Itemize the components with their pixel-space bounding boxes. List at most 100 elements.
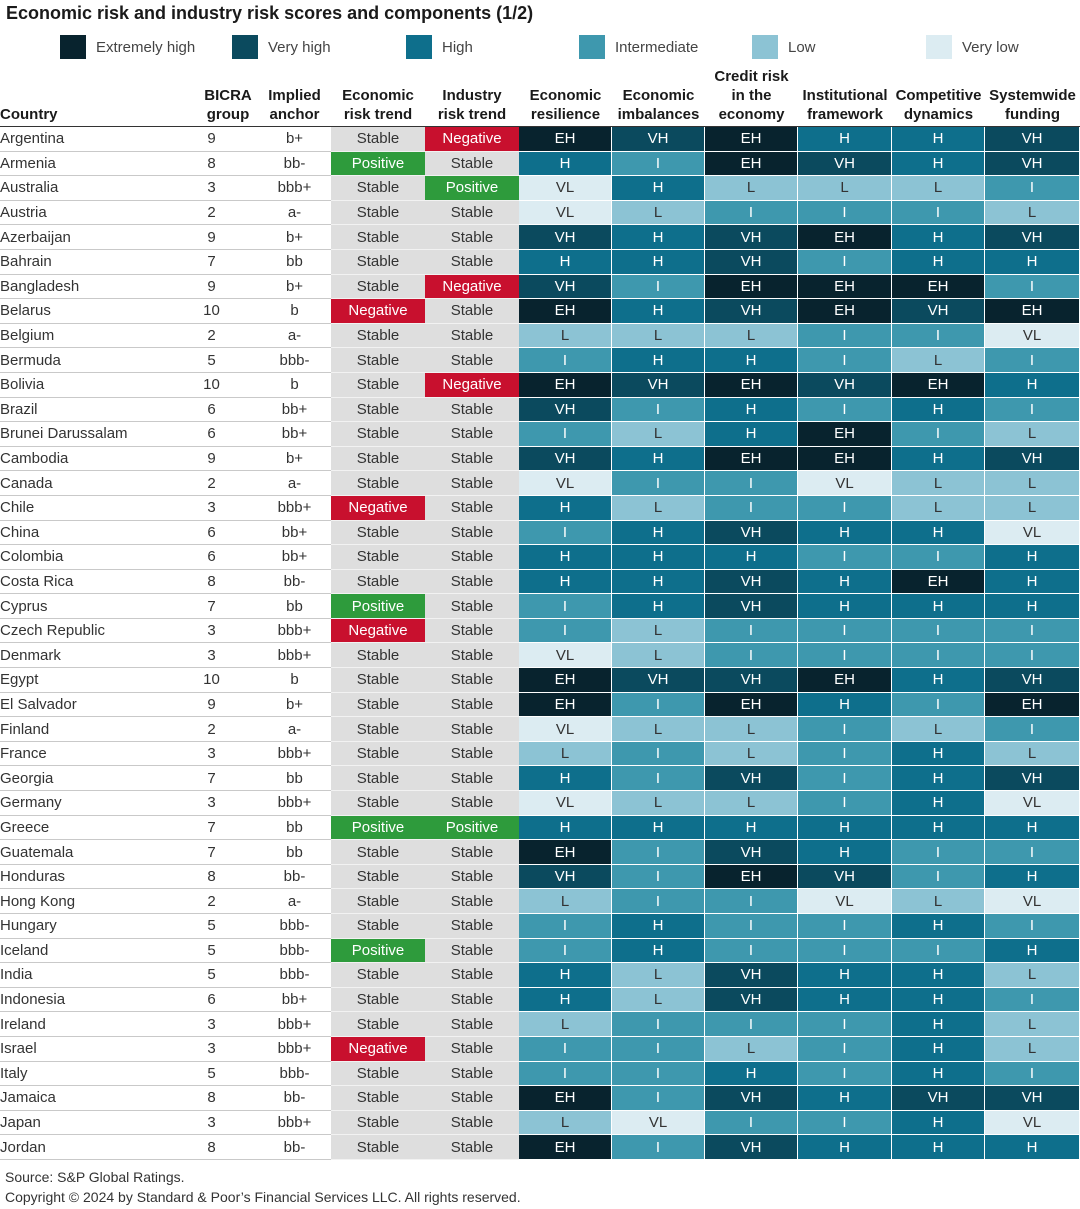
cell-economic-resilience: H [519, 815, 612, 841]
legend-swatch [232, 35, 258, 59]
cell-implied-anchor: bb- [258, 865, 331, 890]
cell-systemwide-funding: VL [985, 1110, 1080, 1136]
cell-credit-risk: I [705, 495, 798, 521]
cell-economic-resilience: EH [519, 840, 612, 865]
cell-competitive-dynamics: H [892, 1036, 985, 1062]
cell-industry-risk-trend: Stable [425, 1012, 519, 1037]
table-row: Brunei Darussalam 6 bb+ Stable Stable I L H EH I L [0, 422, 1080, 447]
cell-competitive-dynamics: L [892, 471, 985, 496]
table-row: Israel 3 bbb+ Negative Stable I I L I H L [0, 1036, 1080, 1062]
table-row: Canada 2 a- Stable Stable VL I I VL L L [0, 471, 1080, 496]
cell-economic-risk-trend: Stable [331, 766, 425, 792]
cell-competitive-dynamics: I [892, 545, 985, 570]
cell-country: Armenia [0, 152, 165, 177]
cell-economic-risk-trend: Stable [331, 1110, 425, 1136]
cell-economic-risk-trend: Stable [331, 741, 425, 767]
cell-systemwide-funding: H [985, 1135, 1080, 1160]
cell-country: Japan [0, 1111, 165, 1136]
cell-bicra-group: 9 [165, 447, 258, 472]
cell-country: Jordan [0, 1135, 165, 1160]
cell-implied-anchor: bbb- [258, 963, 331, 988]
cell-institutional-framework: I [798, 1061, 892, 1087]
cell-economic-risk-trend: Stable [331, 963, 425, 988]
cell-economic-imbalances: L [612, 987, 705, 1013]
cell-credit-risk: EH [705, 692, 798, 718]
cell-systemwide-funding: H [985, 938, 1080, 964]
cell-systemwide-funding: VH [985, 766, 1080, 792]
cell-competitive-dynamics: H [892, 225, 985, 250]
cell-country: Denmark [0, 643, 165, 669]
legend-label: High [442, 38, 473, 56]
table-row: Bermuda 5 bbb- Stable Stable I H H I L I [0, 348, 1080, 373]
cell-implied-anchor: bb+ [258, 422, 331, 447]
table-row: Cambodia 9 b+ Stable Stable VH H EH EH H VH [0, 446, 1080, 472]
cell-systemwide-funding: I [985, 840, 1080, 865]
cell-systemwide-funding: VH [985, 127, 1080, 152]
cell-credit-risk: I [705, 889, 798, 914]
cell-economic-resilience: EH [519, 1135, 612, 1160]
cell-economic-risk-trend: Stable [331, 791, 425, 816]
cell-economic-imbalances: L [612, 717, 705, 742]
legend-item-very-low: Very low [926, 34, 1019, 60]
cell-implied-anchor: bb- [258, 1135, 331, 1160]
cell-economic-imbalances: VH [612, 127, 705, 152]
cell-systemwide-funding: I [985, 176, 1080, 201]
table-row: El Salvador 9 b+ Stable Stable EH I EH H I EH [0, 692, 1080, 718]
cell-economic-imbalances: H [612, 520, 705, 546]
cell-economic-risk-trend: Stable [331, 127, 425, 152]
cell-institutional-framework: I [798, 1036, 892, 1062]
cell-competitive-dynamics: H [892, 741, 985, 767]
cell-economic-resilience: I [519, 348, 612, 373]
cell-competitive-dynamics: I [892, 840, 985, 865]
cell-economic-risk-trend: Positive [331, 815, 425, 841]
table-row: China 6 bb+ Stable Stable I H VH H H VL [0, 520, 1080, 546]
cell-country: Israel [0, 1037, 165, 1062]
cell-implied-anchor: a- [258, 471, 331, 496]
cell-industry-risk-trend: Stable [425, 446, 519, 472]
cell-institutional-framework: VL [798, 471, 892, 496]
cell-credit-risk: I [705, 1012, 798, 1037]
cell-industry-risk-trend: Stable [425, 668, 519, 693]
cell-credit-risk: VH [705, 1086, 798, 1111]
cell-credit-risk: H [705, 1061, 798, 1087]
cell-country: India [0, 963, 165, 988]
cell-economic-resilience: H [519, 151, 612, 177]
cell-credit-risk: VH [705, 963, 798, 988]
cell-bicra-group: 9 [165, 693, 258, 718]
cell-country: Georgia [0, 766, 165, 792]
cell-economic-risk-trend: Negative [331, 1036, 425, 1062]
cell-bicra-group: 3 [165, 791, 258, 816]
cell-credit-risk: VH [705, 249, 798, 275]
cell-systemwide-funding: L [985, 963, 1080, 988]
cell-bicra-group: 3 [165, 643, 258, 669]
col-header-institutional-framework: Institutional framework [798, 67, 892, 127]
table-header-row: Country BICRA group Implied anchor Econo… [0, 67, 1080, 127]
cell-competitive-dynamics: I [892, 200, 985, 226]
cell-institutional-framework: H [798, 987, 892, 1013]
legend-swatch [752, 35, 778, 59]
cell-bicra-group: 9 [165, 275, 258, 300]
table-row: France 3 bbb+ Stable Stable L I L I H L [0, 741, 1080, 767]
cell-competitive-dynamics: H [892, 963, 985, 988]
cell-bicra-group: 9 [165, 127, 258, 152]
cell-economic-imbalances: L [612, 495, 705, 521]
cell-economic-imbalances: H [612, 176, 705, 201]
cell-industry-risk-trend: Stable [425, 422, 519, 447]
cell-country: Brunei Darussalam [0, 422, 165, 447]
cell-economic-resilience: VL [519, 471, 612, 496]
cell-economic-risk-trend: Stable [331, 1135, 425, 1160]
cell-bicra-group: 6 [165, 422, 258, 447]
cell-credit-risk: VH [705, 569, 798, 595]
cell-economic-resilience: L [519, 323, 612, 349]
table-row: Brazil 6 bb+ Stable Stable VH I H I H I [0, 397, 1080, 423]
cell-institutional-framework: H [798, 1086, 892, 1111]
cell-credit-risk: VH [705, 668, 798, 693]
cell-economic-resilience: I [519, 520, 612, 546]
cell-bicra-group: 7 [165, 594, 258, 619]
cell-implied-anchor: bb [258, 766, 331, 792]
cell-implied-anchor: a- [258, 889, 331, 914]
cell-bicra-group: 5 [165, 1062, 258, 1087]
cell-country: El Salvador [0, 693, 165, 718]
cell-institutional-framework: I [798, 545, 892, 570]
table-row: Georgia 7 bb Stable Stable H I VH I H VH [0, 766, 1080, 792]
